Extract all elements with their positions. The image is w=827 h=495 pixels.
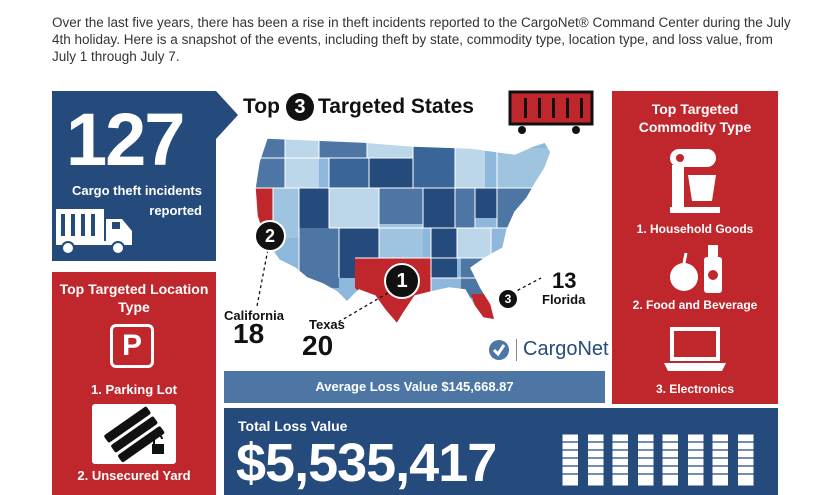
commodity-item-2: 2. Food and Beverage [632,298,758,312]
truck-icon [56,209,132,255]
total-loss-label: Total Loss Value [238,418,348,434]
total-loss-value: $5,535,417 [236,433,497,493]
california-label: California [224,308,284,323]
incident-count: 127 [66,98,185,181]
shipping-container-icon [508,90,594,134]
location-type-panel: Top Targeted Location Type P 1. Parking … [52,272,216,495]
title-number-badge: 3 [285,93,314,121]
unsecured-yard-icon [92,404,176,464]
total-loss-panel: Total Loss Value $5,535,417 [224,408,778,495]
logo-text: CargoNet [523,338,609,360]
rank-1-marker: 1 [384,263,420,299]
food-beverage-icon [670,245,722,293]
laptop-icon [664,327,726,371]
intro-text: Over the last five years, there has been… [52,15,791,64]
stand-mixer-icon [670,149,720,213]
rank-3-marker: 3 [497,288,519,310]
average-loss-bar: Average Loss Value $145,668.87 [224,371,605,403]
panel-pointer [216,91,238,139]
texas-count: 20 [302,330,334,361]
location-item-1: 1. Parking Lot [91,382,177,397]
check-icon [489,339,509,360]
logo-separator [516,338,517,361]
location-heading: Top Targeted Location Type [59,281,209,315]
california-count: 18 [233,318,265,349]
state-borders [245,128,575,324]
texas-label: Texas [309,317,345,332]
commodity-heading: Top Targeted Commodity Type [638,101,752,135]
title-prefix: Top [243,95,280,118]
florida-label: Florida [542,292,586,307]
commodity-type-panel: Top Targeted Commodity Type 1. Household… [612,91,778,404]
location-item-2: 2. Unsecured Yard [77,468,191,483]
cargonet-logo: CargoNet [488,338,609,361]
commodity-item-1: 1. Household Goods [636,222,754,236]
parking-icon: P [110,324,154,368]
states-title: Top 3 Targeted States [243,93,474,121]
title-suffix: Targeted States [317,95,474,118]
rank-2-marker: 2 [254,220,286,252]
cash-stacks-icon [562,433,755,487]
incident-label: Cargo theft incidents reported [71,183,202,218]
florida-count: 13 [552,268,577,293]
commodity-item-3: 3. Electronics [655,382,735,396]
us-map [245,128,575,326]
